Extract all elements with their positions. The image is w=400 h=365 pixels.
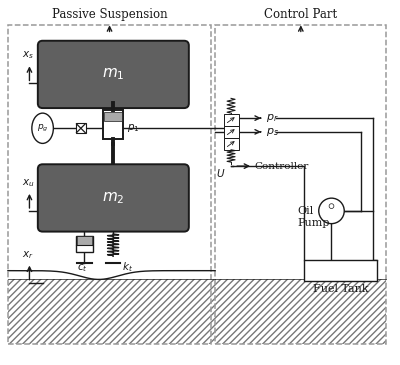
- Text: Oil: Oil: [298, 206, 314, 216]
- Bar: [215, 280, 386, 343]
- Text: $p_r$: $p_r$: [266, 112, 278, 124]
- Text: $c_t$: $c_t$: [77, 263, 88, 274]
- Text: $x_u$: $x_u$: [22, 177, 35, 189]
- Text: Controller: Controller: [254, 162, 308, 170]
- Text: $p_1$: $p_1$: [127, 122, 139, 134]
- Bar: [224, 114, 239, 126]
- Bar: [104, 112, 122, 121]
- Circle shape: [319, 198, 344, 224]
- FancyBboxPatch shape: [38, 164, 189, 232]
- Text: $x_s$: $x_s$: [22, 50, 34, 61]
- Text: $p_g$: $p_g$: [37, 123, 48, 134]
- Bar: [76, 235, 93, 252]
- Text: Passive Suspension: Passive Suspension: [52, 8, 167, 21]
- Bar: [224, 138, 239, 150]
- Bar: [8, 280, 215, 343]
- Bar: [304, 260, 377, 281]
- Bar: [224, 126, 239, 138]
- Bar: [103, 111, 124, 139]
- Text: Control Part: Control Part: [264, 8, 337, 21]
- Text: $x_r$: $x_r$: [22, 249, 34, 261]
- Text: $m_2$: $m_2$: [102, 190, 124, 206]
- Text: $p_s$: $p_s$: [266, 126, 279, 138]
- Ellipse shape: [32, 113, 53, 143]
- Text: $m_1$: $m_1$: [102, 66, 125, 82]
- Bar: [8, 25, 211, 343]
- Text: $U$: $U$: [216, 167, 225, 179]
- Text: $k_t$: $k_t$: [122, 261, 133, 274]
- Bar: [215, 25, 386, 343]
- FancyBboxPatch shape: [38, 41, 189, 108]
- Text: Fuel Tank: Fuel Tank: [313, 284, 368, 295]
- Bar: [76, 123, 86, 134]
- Circle shape: [329, 204, 334, 208]
- Bar: [77, 237, 92, 245]
- Text: Pump: Pump: [298, 218, 330, 228]
